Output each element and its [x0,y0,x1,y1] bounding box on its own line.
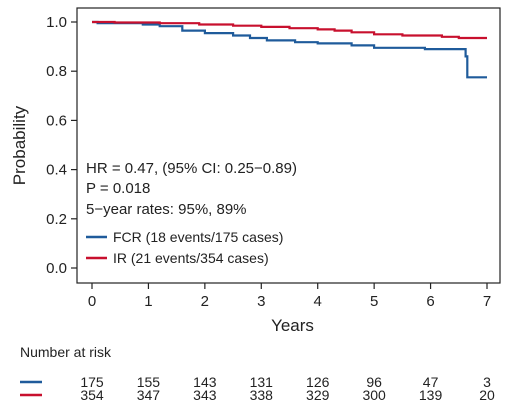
y-tick-label: 1.0 [46,14,67,31]
risk-count-ir: 20 [479,387,495,403]
risk-count-ir: 343 [193,387,217,403]
series-line-fcr [92,20,487,79]
x-tick-label: 2 [201,293,209,310]
risk-count-fcr: 155 [137,374,161,390]
x-tick-label: 0 [88,293,96,310]
risk-count-fcr: 131 [250,374,274,390]
series-line-ir [92,20,487,40]
risk-count-ir: 338 [250,387,274,403]
risk-count-fcr: 47 [423,374,439,390]
x-tick-label: 1 [144,293,152,310]
x-tick-label: 7 [483,293,491,310]
x-tick-label: 5 [370,293,378,310]
annotation-text: 5−year rates: 95%, 89% [86,201,247,218]
y-axis-title: Probability [10,105,29,185]
y-tick-label: 0.2 [46,211,67,228]
risk-count-fcr: 3 [483,374,491,390]
risk-count-fcr: 96 [366,374,382,390]
risk-count-ir: 354 [80,387,104,403]
annotation-text: HR = 0.47, (95% CI: 0.25−0.89) [86,160,297,177]
y-tick-label: 0.0 [46,260,67,277]
x-tick-label: 3 [257,293,265,310]
annotation-text: P = 0.018 [86,180,150,197]
legend-label-ir: IR (21 events/354 cases) [113,250,269,266]
risk-count-ir: 300 [362,387,386,403]
risk-count-fcr: 143 [193,374,217,390]
x-axis-title: Years [271,316,314,335]
risk-count-fcr: 175 [80,374,104,390]
y-tick-label: 0.4 [46,162,67,179]
risk-count-ir: 347 [137,387,161,403]
x-tick-label: 6 [426,293,434,310]
legend-label-fcr: FCR (18 events/175 cases) [113,229,283,245]
risk-count-fcr: 126 [306,374,330,390]
plot-frame [76,7,501,284]
risk-table-title: Number at risk [20,344,112,360]
y-tick-label: 0.6 [46,112,67,129]
risk-count-ir: 329 [306,387,330,403]
x-tick-label: 4 [314,293,322,310]
risk-count-ir: 139 [419,387,443,403]
y-tick-label: 0.8 [46,63,67,80]
